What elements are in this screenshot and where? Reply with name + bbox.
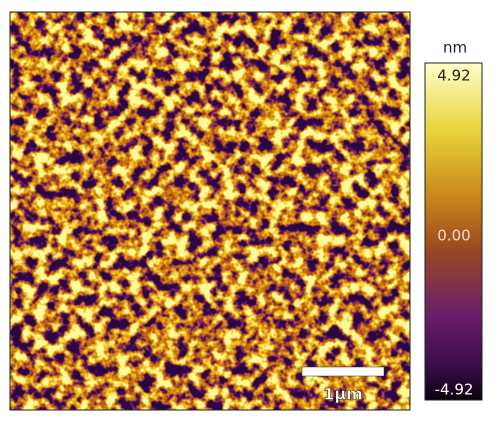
- colorbar-max-label: 4.92: [437, 67, 470, 85]
- image-border: [9, 11, 411, 411]
- colorbar-unit: nm: [443, 39, 467, 57]
- colorbar-mid-label: 0.00: [437, 227, 470, 245]
- scale-bar: [301, 366, 385, 377]
- colorbar: [424, 62, 483, 401]
- afm-image: [10, 12, 410, 410]
- colorbar-min-label: -4.92: [435, 381, 474, 399]
- scale-bar-label: 1μm: [323, 385, 363, 404]
